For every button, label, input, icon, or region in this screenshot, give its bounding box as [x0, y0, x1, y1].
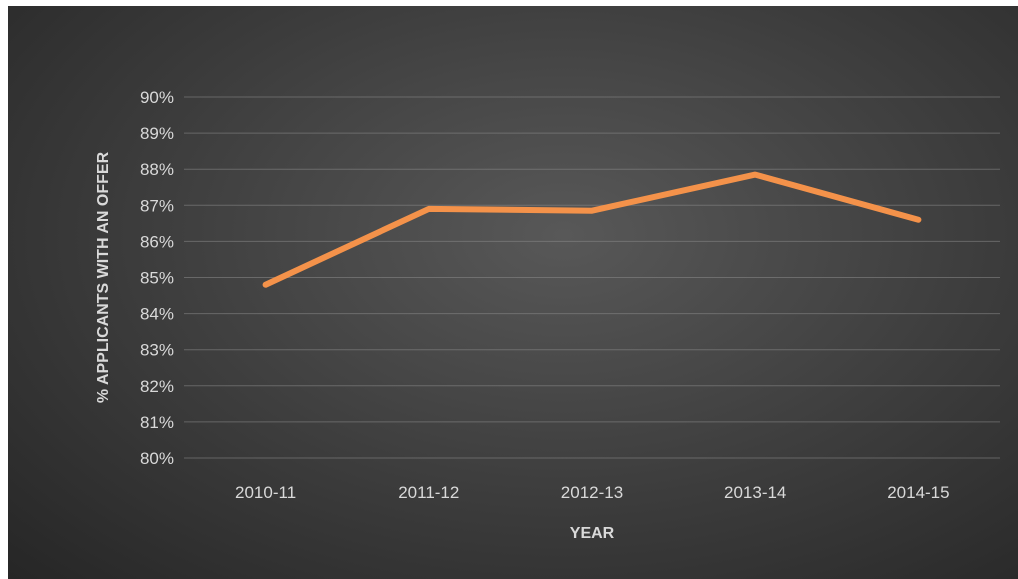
x-tick-label: 2012-13: [561, 483, 623, 502]
x-axis-ticks: 2010-11 2011-12 2012-13 2013-14 2014-15: [235, 483, 950, 502]
gridlines: [184, 96, 1000, 459]
y-tick-label: 82%: [140, 377, 174, 396]
x-tick-label: 2010-11: [235, 483, 296, 502]
y-tick-label: 89%: [140, 124, 174, 143]
series-line: [262, 171, 922, 288]
x-tick-label: 2014-15: [887, 483, 949, 502]
x-tick-label: 2011-12: [398, 483, 459, 502]
y-tick-label: 86%: [140, 232, 174, 251]
y-tick-label: 81%: [140, 413, 174, 432]
series-group: [262, 171, 922, 288]
line-chart: 80% 81% 82% 83% 84% 85% 86% 87% 88% 89% 90% 2010-1…: [95, 88, 1000, 542]
chart-area: 80% 81% 82% 83% 84% 85% 86% 87% 88% 89% 90% 2010-1…: [8, 6, 1018, 579]
y-axis-title: % APPLICANTS WITH AN OFFER: [95, 151, 112, 403]
y-tick-label: 87%: [140, 196, 174, 215]
y-tick-label: 90%: [140, 88, 174, 107]
x-axis-title: YEAR: [570, 525, 615, 542]
y-tick-label: 83%: [140, 341, 174, 360]
y-tick-label: 88%: [140, 160, 174, 179]
x-tick-label: 2013-14: [724, 483, 786, 502]
y-axis-ticks: 80% 81% 82% 83% 84% 85% 86% 87% 88% 89% 90%: [140, 88, 174, 468]
y-tick-label: 80%: [140, 449, 174, 468]
y-tick-label: 84%: [140, 305, 174, 324]
y-tick-label: 85%: [140, 269, 174, 288]
